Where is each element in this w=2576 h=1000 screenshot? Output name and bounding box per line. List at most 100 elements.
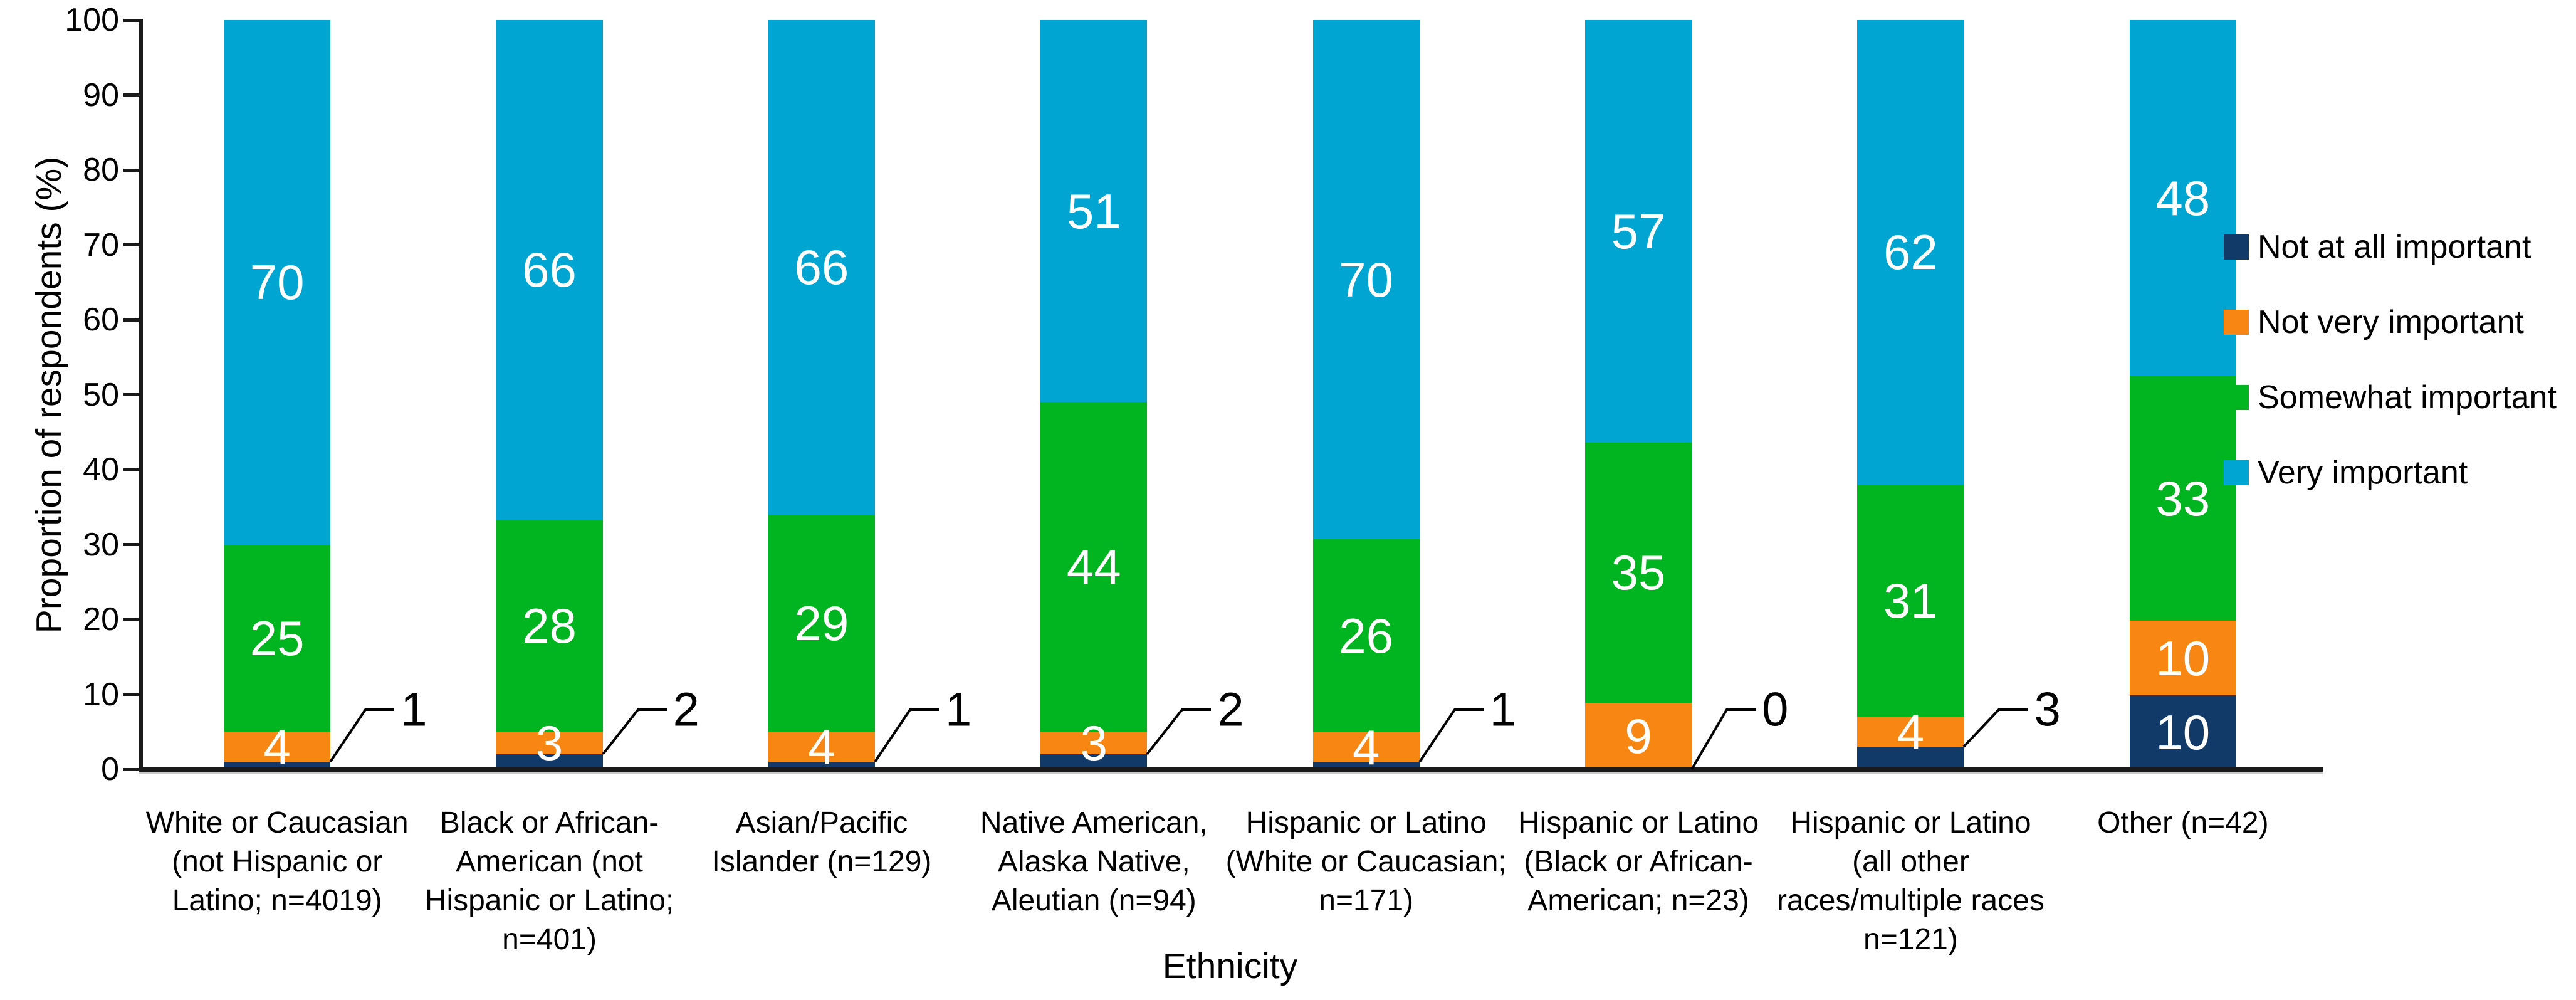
plot-area: 4 25 70 1 3 28 66 2 4 29 66 1 3 44 51 2 4 26 70 1 9 35 57 0 4 31 6… [141,20,2319,775]
y-tick-mark [123,93,141,97]
bar-segment [1040,754,1148,769]
y-axis-line [139,19,143,771]
bar-value-label: 66 [794,239,849,295]
legend-label: Not at all important [2258,229,2531,265]
category-label: Hispanic or Latino (Black or African- Am… [1517,806,1759,917]
bar-segment [1857,747,1964,769]
bar-slot: 4 29 66 1 [686,20,971,771]
legend-swatch [2224,460,2249,485]
bar-value-label: 57 [1611,204,1666,260]
bar-segment [1040,402,1148,732]
y-tick-label: 50 [83,376,119,413]
bar-segment [1585,443,1692,703]
callout-line [1690,708,1756,771]
bar-value-label: 31 [1883,573,1938,629]
callout-line [874,708,939,763]
y-tick-mark [123,243,141,246]
callout-line [1962,708,2028,748]
bar-value-label: 3 [535,715,563,771]
category-label: Hispanic or Latino (White or Caucasian; … [1225,806,1507,917]
bar-segment [768,20,875,515]
bar-value-label: 4 [1352,719,1380,775]
bar-segment [2129,20,2236,376]
bar-slot: 10 10 33 48 [2047,20,2319,769]
y-tick-mark [123,318,141,322]
stacked-bar: 3 28 66 [496,20,603,769]
bar-value-label: 4 [263,719,291,775]
stacked-bar: 10 10 33 48 [2129,20,2236,769]
bar-slot: 9 35 57 0 [1502,20,1788,771]
bar-slot: 4 31 62 3 [1774,20,2061,769]
bar-value-label: 9 [1625,708,1652,764]
bar-segment [1312,20,1420,540]
legend-label: Somewhat important [2258,379,2557,416]
stacked-bar: 4 26 70 [1312,20,1420,775]
bar-value-label: 51 [1066,183,1121,239]
legend: Not at all important Not very important So… [2224,231,2557,489]
y-tick-label: 40 [83,451,119,488]
bar-slot: 4 26 70 1 [1230,20,1516,775]
y-tick-mark [123,543,141,546]
callout-line [329,708,395,763]
bar-segment [224,762,331,769]
bar-value-label: 48 [2155,170,2211,226]
y-tick-mark [123,468,141,471]
callout-line [1146,708,1212,755]
bar-slot: 4 25 70 1 [141,20,427,775]
bar-segment [224,20,331,545]
category-label: Other (n=42) [2097,806,2269,839]
y-tick-label: 30 [83,526,119,563]
stacked-bar: 4 29 66 [768,20,875,771]
bar-segment [496,20,603,520]
bar-slot: 3 28 66 2 [413,20,699,769]
bar-value-label: 28 [522,597,577,653]
bar-segment [1040,20,1148,403]
bar-value-label: 10 [2155,630,2211,686]
bar-segment [1312,762,1420,769]
bar-value-label: 4 [1897,704,1925,760]
x-axis-line [139,767,2323,772]
legend-row: Not very important [2224,306,2557,339]
x-axis-title: Ethnicity [1162,946,1298,986]
legend-swatch [2224,234,2249,260]
y-tick-mark [123,18,141,22]
y-tick-label: 90 [83,76,119,113]
stacked-bar: 3 44 51 [1040,20,1148,769]
y-tick-label: 80 [83,152,119,188]
y-tick-mark [123,168,141,172]
bar-segment [496,731,603,754]
legend-row: Not at all important [2224,231,2557,263]
bar-segment [768,514,875,732]
legend-swatch [2224,385,2249,410]
y-tick-mark [123,693,141,696]
bar-segment [224,544,331,732]
bar-value-label: 33 [2155,471,2211,527]
category-label: Black or African- American (not Hispanic… [424,806,674,956]
bar-value-label: 62 [1883,224,1938,280]
y-tick-mark [123,618,141,621]
bar-segment [496,519,603,732]
category-label: Asian/Pacific Islander (n=129) [711,806,932,878]
y-tick-label: 70 [83,226,119,263]
bar-segment [1857,717,1964,747]
legend-swatch [2224,310,2249,335]
bar-value-label: 29 [794,595,849,651]
bar-segment [1312,539,1420,732]
bar-value-label: 26 [1339,608,1394,664]
y-tick-label: 10 [83,676,119,713]
x-axis-line-shadow [139,772,2323,774]
bar-segment [768,762,875,769]
y-tick-label: 100 [65,2,119,38]
bar-segment [1312,732,1420,762]
category-label: White or Caucasian (not Hispanic or Lati… [145,806,409,917]
bar-segment [496,754,603,769]
stacked-bar: 4 25 70 [224,20,331,775]
callout-line [1418,708,1484,763]
category-label: Hispanic or Latino (all other races/mult… [1777,806,2045,956]
bar-segment [224,732,331,762]
bar-segment [1585,702,1692,769]
bar-segment [1857,20,1964,485]
bar-value-label: 70 [1339,252,1394,308]
bar-segment [1040,732,1148,755]
